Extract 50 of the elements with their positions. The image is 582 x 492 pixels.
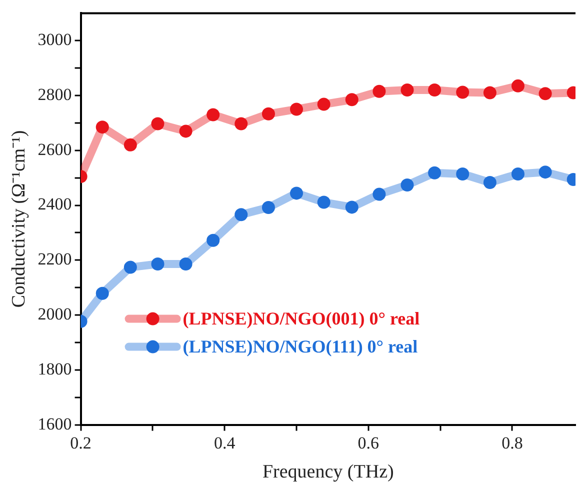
point [124,138,137,152]
point [96,286,109,300]
y-tick-label: 1800 [38,359,72,378]
point [400,178,414,192]
x-axis-title: Frequency (THz) [262,462,394,483]
legend-label: (LPNSE)NO/NGO(111) 0° real [182,336,418,356]
x-tick-label: 0.6 [358,433,380,452]
point [456,168,470,180]
y-tick-label: 2600 [38,140,72,159]
point [317,98,330,111]
y-tick-label: 2200 [38,250,72,269]
legend-label: (LPNSE)NO/NGO(001) 0° real [182,308,420,328]
y-tick-label: 2400 [38,194,72,214]
point [151,258,164,270]
point [372,188,386,201]
point [511,79,524,92]
point [538,166,552,179]
point [456,86,470,99]
y-tick-label: 1600 [38,414,72,434]
point [124,260,137,274]
point [262,200,275,214]
point [317,196,330,209]
point [290,102,304,116]
point [96,120,109,134]
y-axis-title: Conductivity (Ω⁻¹cm⁻¹) [8,130,30,308]
x-tick-label: 0.4 [214,433,236,452]
point [234,117,248,130]
point [345,93,358,106]
point [290,186,304,200]
point [511,168,524,180]
point [428,84,442,97]
y-tick-label: 2000 [38,304,72,324]
point [372,84,386,98]
y-tick-label: 2800 [38,84,72,104]
point [483,176,496,190]
point [483,86,496,100]
point [400,84,414,97]
x-tick-label: 0.8 [502,433,523,452]
point [262,107,275,120]
point [234,208,248,222]
x-tick-label: 0.2 [70,433,92,452]
point [151,117,164,130]
point [538,87,552,100]
y-tick-label: 3000 [38,30,72,50]
point [179,124,192,138]
point [179,258,192,270]
point [428,166,442,180]
point [206,234,220,247]
point [345,200,358,214]
point [206,108,220,122]
